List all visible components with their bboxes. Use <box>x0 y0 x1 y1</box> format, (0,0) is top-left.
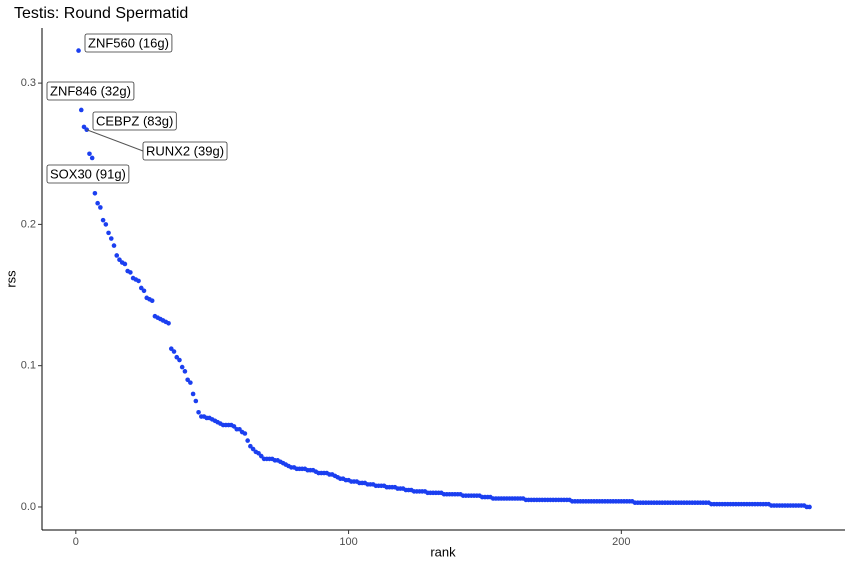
point <box>78 107 84 113</box>
point <box>136 278 141 284</box>
point <box>98 205 103 210</box>
annotation: ZNF560 (16g) <box>88 35 169 50</box>
point <box>177 357 182 363</box>
x-axis-title: rank <box>430 544 456 559</box>
point <box>76 48 81 53</box>
point <box>256 450 261 456</box>
point <box>245 438 250 443</box>
point <box>231 424 237 429</box>
point <box>81 124 87 130</box>
annotation-box <box>84 33 173 53</box>
y-axis-title: rss <box>3 270 18 288</box>
x-tick-label: 200 <box>612 536 630 548</box>
point <box>190 391 196 397</box>
annotation: RUNX2 (39g) <box>146 143 224 158</box>
point <box>237 426 242 432</box>
connector <box>86 129 144 152</box>
point <box>95 200 100 206</box>
point <box>196 410 201 415</box>
point <box>111 243 117 248</box>
point <box>182 369 188 374</box>
point <box>84 127 90 133</box>
y-tick-label: 0.3 <box>21 77 36 89</box>
annotation-box <box>142 141 228 161</box>
point <box>100 217 106 223</box>
point <box>171 349 177 354</box>
point <box>87 151 92 157</box>
point <box>193 398 199 404</box>
point <box>89 155 95 161</box>
chart-title: Testis: Round Spermatid <box>14 5 188 22</box>
y-tick-label: 0.0 <box>21 501 36 513</box>
y-tick-label: 0.1 <box>21 360 36 372</box>
point <box>248 443 253 449</box>
y-tick-label: 0.2 <box>21 218 36 230</box>
point <box>114 253 120 258</box>
point <box>106 230 111 236</box>
point <box>179 364 185 370</box>
point <box>807 504 812 510</box>
point <box>138 285 144 291</box>
annotation: ZNF846 (32g) <box>50 83 131 98</box>
point <box>141 288 147 294</box>
point <box>108 236 114 241</box>
point <box>168 346 174 352</box>
point <box>103 222 109 227</box>
point <box>117 257 122 263</box>
annotation: CEBPZ (83g) <box>96 113 173 128</box>
point <box>250 446 256 452</box>
x-tick-label: 100 <box>339 536 357 548</box>
point <box>258 453 264 459</box>
annotation-box <box>46 164 130 184</box>
point <box>128 270 133 275</box>
annotation-box <box>46 81 135 101</box>
point <box>92 191 98 196</box>
x-tick-label: 0 <box>73 536 79 548</box>
point <box>188 380 193 385</box>
point <box>185 377 190 383</box>
annotation-box <box>92 111 177 131</box>
annotation: SOX30 (91g) <box>50 166 126 181</box>
point <box>242 431 248 436</box>
point <box>122 261 128 267</box>
point <box>174 354 180 360</box>
point <box>166 320 171 326</box>
point <box>149 298 155 303</box>
